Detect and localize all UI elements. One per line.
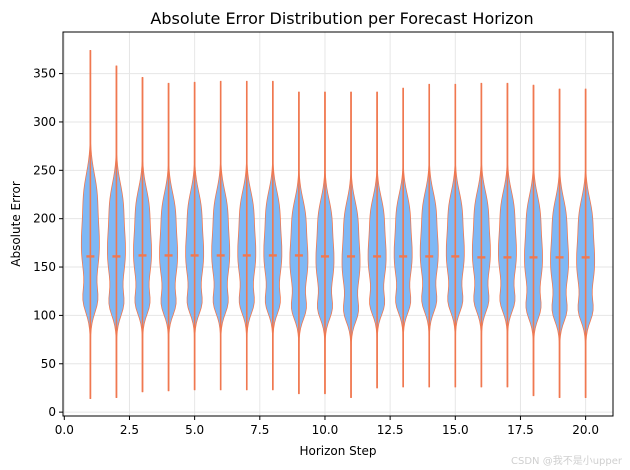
violin-step-12 (367, 91, 387, 389)
violin-step-2 (107, 65, 126, 399)
y-axis-ticks: 0 50 100 150 200 250 300 350 (33, 67, 63, 419)
violin-step-1 (80, 49, 100, 399)
violin-step-5 (185, 81, 205, 391)
grid (63, 32, 613, 416)
x-tick-label: 12.5 (377, 423, 404, 437)
violin-step-18 (524, 84, 543, 397)
violin-step-19 (550, 88, 569, 399)
y-tick-label: 350 (33, 67, 56, 81)
x-tick-label: 20.0 (572, 423, 599, 437)
y-tick-label: 250 (33, 163, 56, 177)
violin-step-9 (289, 91, 309, 395)
x-tick-label: 5.0 (185, 423, 204, 437)
violin-step-14 (419, 83, 439, 388)
y-tick-label: 0 (48, 405, 56, 419)
violin-step-10 (315, 91, 335, 395)
y-axis-label: Absolute Error (9, 181, 23, 267)
x-axis-label: Horizon Step (299, 444, 376, 458)
violin-step-7 (237, 80, 257, 391)
x-axis-ticks: 0.0 2.5 5.0 7.5 10.0 12.5 15.0 17.5 20.0 (55, 416, 599, 437)
violin-step-8 (263, 80, 283, 391)
violin-step-3 (133, 77, 152, 393)
violin-step-20 (576, 88, 596, 399)
x-tick-label: 15.0 (442, 423, 469, 437)
plot-area-frame (62, 31, 614, 417)
violins (80, 49, 596, 399)
x-tick-label: 0.0 (55, 423, 74, 437)
violin-step-4 (159, 82, 178, 392)
x-tick-label: 7.5 (250, 423, 269, 437)
x-tick-label: 2.5 (120, 423, 139, 437)
violin-step-6 (211, 80, 231, 391)
violin-step-15 (445, 83, 465, 388)
y-tick-label: 50 (41, 357, 56, 371)
y-tick-label: 150 (33, 260, 56, 274)
x-tick-label: 17.5 (507, 423, 534, 437)
chart-title: Absolute Error Distribution per Forecast… (150, 9, 533, 28)
watermark: CSDN @我不是小upper (511, 456, 622, 467)
violin-step-11 (341, 91, 361, 399)
x-tick-label: 10.0 (312, 423, 339, 437)
violin-step-16 (471, 82, 491, 388)
violin-step-17 (498, 82, 517, 388)
y-tick-label: 200 (33, 212, 56, 226)
violin-step-13 (393, 87, 413, 388)
y-tick-label: 300 (33, 115, 56, 129)
y-tick-label: 100 (33, 308, 56, 322)
